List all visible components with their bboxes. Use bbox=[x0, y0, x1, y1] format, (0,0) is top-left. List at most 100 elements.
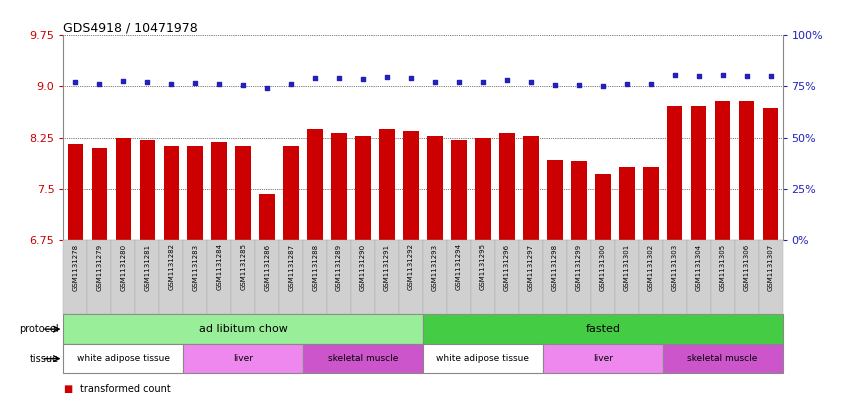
Point bbox=[428, 79, 442, 86]
Bar bbox=[475, 138, 491, 240]
Point bbox=[212, 81, 226, 88]
Text: GSM1131297: GSM1131297 bbox=[528, 243, 534, 290]
Point bbox=[189, 80, 202, 86]
Text: transformed count: transformed count bbox=[80, 384, 171, 393]
Text: GSM1131289: GSM1131289 bbox=[336, 243, 342, 290]
Text: GSM1131291: GSM1131291 bbox=[384, 243, 390, 290]
Text: GSM1131295: GSM1131295 bbox=[480, 243, 486, 290]
Text: protocol: protocol bbox=[19, 324, 59, 334]
Bar bbox=[619, 167, 634, 240]
Point bbox=[261, 84, 274, 91]
Bar bbox=[662, 344, 783, 373]
Point bbox=[380, 74, 393, 80]
Point bbox=[620, 81, 634, 87]
Bar bbox=[423, 314, 783, 344]
Text: liver: liver bbox=[593, 354, 613, 363]
Text: tissue: tissue bbox=[30, 354, 59, 364]
Text: GSM1131292: GSM1131292 bbox=[408, 243, 414, 290]
Bar bbox=[499, 133, 514, 240]
Bar bbox=[547, 160, 563, 240]
Text: GSM1131280: GSM1131280 bbox=[120, 243, 126, 290]
Text: GSM1131294: GSM1131294 bbox=[456, 243, 462, 290]
Point bbox=[764, 73, 777, 79]
Point bbox=[667, 72, 681, 78]
Text: GSM1131296: GSM1131296 bbox=[504, 243, 510, 290]
Text: skeletal muscle: skeletal muscle bbox=[328, 354, 398, 363]
Point bbox=[500, 77, 514, 83]
Text: GSM1131306: GSM1131306 bbox=[744, 243, 750, 291]
Bar bbox=[355, 136, 371, 240]
Bar bbox=[307, 129, 323, 240]
Text: GSM1131302: GSM1131302 bbox=[648, 243, 654, 290]
Point bbox=[476, 79, 490, 86]
Bar bbox=[140, 140, 155, 240]
Text: GSM1131283: GSM1131283 bbox=[192, 243, 198, 290]
Bar bbox=[427, 136, 442, 240]
Text: GSM1131303: GSM1131303 bbox=[672, 243, 678, 291]
Text: fasted: fasted bbox=[585, 324, 620, 334]
Point bbox=[716, 72, 729, 78]
Bar bbox=[91, 148, 107, 240]
Point bbox=[140, 79, 154, 85]
Text: GSM1131298: GSM1131298 bbox=[552, 243, 558, 290]
Text: white adipose tissue: white adipose tissue bbox=[437, 354, 530, 363]
Text: GSM1131278: GSM1131278 bbox=[73, 243, 79, 290]
Point bbox=[596, 83, 609, 89]
Text: GDS4918 / 10471978: GDS4918 / 10471978 bbox=[63, 21, 198, 34]
Bar bbox=[423, 344, 543, 373]
Text: GSM1131288: GSM1131288 bbox=[312, 243, 318, 290]
Bar bbox=[283, 146, 299, 240]
Bar bbox=[543, 344, 662, 373]
Text: GSM1131287: GSM1131287 bbox=[288, 243, 294, 290]
Text: GSM1131286: GSM1131286 bbox=[264, 243, 270, 290]
Text: GSM1131304: GSM1131304 bbox=[695, 243, 701, 290]
Bar bbox=[63, 314, 423, 344]
Point bbox=[524, 79, 537, 86]
Point bbox=[644, 81, 657, 87]
Bar bbox=[404, 131, 419, 240]
Text: GSM1131285: GSM1131285 bbox=[240, 243, 246, 290]
Text: ■: ■ bbox=[63, 384, 73, 393]
Bar bbox=[212, 142, 227, 240]
Text: GSM1131293: GSM1131293 bbox=[432, 243, 438, 290]
Text: GSM1131284: GSM1131284 bbox=[217, 243, 222, 290]
Text: GSM1131305: GSM1131305 bbox=[720, 243, 726, 290]
Text: GSM1131281: GSM1131281 bbox=[145, 243, 151, 290]
Bar bbox=[235, 147, 251, 240]
Bar bbox=[188, 146, 203, 240]
Point bbox=[692, 73, 706, 79]
Point bbox=[92, 81, 106, 87]
Bar bbox=[715, 101, 730, 240]
Bar bbox=[163, 146, 179, 240]
Bar bbox=[116, 138, 131, 240]
Bar bbox=[184, 344, 303, 373]
Point bbox=[236, 82, 250, 88]
Bar bbox=[332, 133, 347, 240]
Bar bbox=[763, 108, 778, 240]
Point bbox=[332, 74, 346, 81]
Text: GSM1131290: GSM1131290 bbox=[360, 243, 366, 290]
Bar bbox=[571, 162, 586, 240]
Text: ad libitum chow: ad libitum chow bbox=[199, 324, 288, 334]
Bar bbox=[379, 129, 395, 240]
Bar bbox=[691, 106, 706, 240]
Point bbox=[548, 82, 562, 88]
Bar bbox=[595, 174, 611, 240]
Bar bbox=[260, 194, 275, 240]
Text: skeletal muscle: skeletal muscle bbox=[688, 354, 758, 363]
Point bbox=[284, 81, 298, 88]
Point bbox=[308, 74, 321, 81]
Text: GSM1131300: GSM1131300 bbox=[600, 243, 606, 291]
Bar bbox=[523, 136, 539, 240]
Text: GSM1131307: GSM1131307 bbox=[767, 243, 773, 291]
Point bbox=[164, 81, 178, 87]
Point bbox=[117, 78, 130, 84]
Bar bbox=[451, 140, 467, 240]
Bar bbox=[68, 144, 83, 240]
Point bbox=[572, 82, 585, 88]
Text: GSM1131299: GSM1131299 bbox=[576, 243, 582, 290]
Point bbox=[452, 79, 465, 86]
Bar bbox=[63, 344, 184, 373]
Text: liver: liver bbox=[233, 354, 253, 363]
Point bbox=[69, 79, 82, 85]
